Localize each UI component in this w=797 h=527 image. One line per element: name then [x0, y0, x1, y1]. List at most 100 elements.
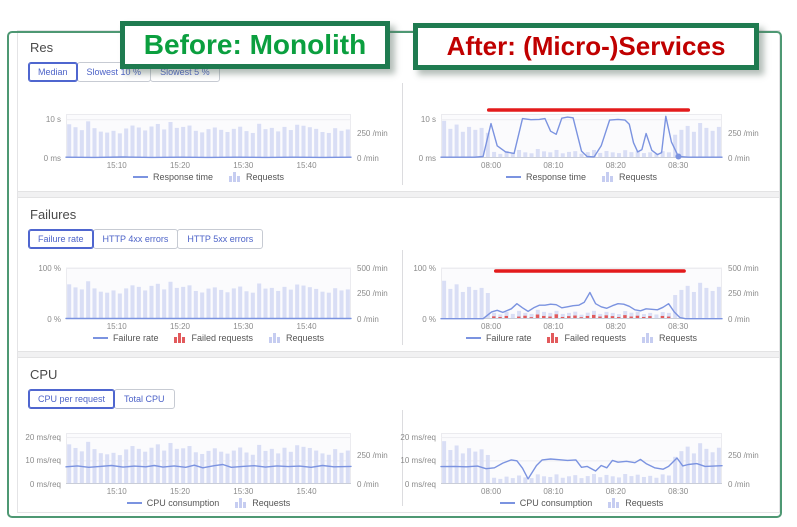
y-axis-label: 10 s [420, 115, 436, 125]
section-heading: CPU [30, 367, 58, 382]
legend-item: Response time [505, 172, 586, 182]
chart-zone: 10 s 0 ms 250 /min 0 /min 15:10 15:20 15:30 15:… [18, 108, 779, 182]
y2-axis-label: 250 /min [728, 451, 759, 461]
tab-http-5xx[interactable]: HTTP 5xx errors [177, 229, 264, 249]
x-tick-label: 15:10 [106, 487, 127, 496]
bars-swatch-icon [229, 172, 241, 182]
legend-item: Failed requests [547, 333, 626, 343]
legend-item: Failed requests [174, 333, 253, 343]
legend-label: Failed requests [564, 333, 627, 343]
y-axis-label: 0 ms/req [29, 479, 61, 489]
x-tick-label: 08:10 [543, 161, 564, 170]
legend-label: Failed requests [191, 333, 254, 343]
chart-legend: Failure rate Failed requests Requests [441, 333, 722, 343]
chart-response-after[interactable]: 10 s 0 ms 250 /min 0 /min 08:00 08:10 08:20 08:… [419, 108, 759, 170]
legend-label: Requests [619, 172, 658, 182]
x-tick-label: 08:30 [668, 161, 689, 170]
after-title-box: After: (Micro-)Services [413, 23, 759, 70]
y-axis-label: 0 ms [418, 153, 436, 163]
x-tick-label: 15:20 [169, 322, 191, 331]
x-tick-label: 15:30 [233, 487, 254, 496]
legend-label: CPU consumption [146, 498, 220, 508]
bars-swatch-icon [608, 498, 620, 508]
y2-axis-label: 0 /min [357, 153, 379, 163]
legend-item: Response time [132, 172, 213, 182]
line-swatch-icon [126, 502, 142, 504]
x-tick-label: 15:40 [296, 322, 317, 331]
x-tick-label: 08:00 [481, 322, 502, 331]
y2-axis-label: 250 /min [728, 289, 759, 298]
x-tick-label: 15:30 [233, 161, 254, 170]
x-tick-label: 08:00 [481, 487, 502, 496]
legend-item: CPU consumption [126, 498, 220, 508]
legend-label: Response time [152, 172, 213, 182]
column-divider [402, 410, 403, 506]
x-tick-label: 08:20 [605, 322, 626, 331]
chart-cpu-after[interactable]: 20 ms/req 10 ms/req 0 ms/req 250 /min 0 /min… [400, 433, 759, 496]
chart-response-before[interactable]: 10 s 0 ms 250 /min 0 /min 15:10 15:20 15:30 15:… [44, 114, 388, 170]
red-bars-swatch-icon [174, 333, 186, 343]
bars-swatch-icon [269, 333, 281, 343]
chart-failures-before[interactable]: 100 % 0 % 500 /min 250 /min 0 /min 15:10 15:20… [38, 264, 387, 332]
tab-cpu-per-request[interactable]: CPU per request [28, 389, 116, 409]
y-axis-label: 20 ms/req [25, 433, 61, 443]
x-tick-label: 15:10 [106, 322, 127, 331]
chart-canvas [440, 433, 723, 484]
x-tick-label: 15:10 [106, 161, 127, 170]
column-divider [402, 250, 403, 345]
y2-axis-label: 500 /min [357, 263, 388, 273]
y-axis-label: 100 % [38, 263, 61, 273]
chart-canvas [440, 108, 723, 160]
y-axis-label: 0 ms [43, 153, 61, 163]
tab-failure-rate[interactable]: Failure rate [28, 229, 94, 249]
y2-axis-label: 0 /min [728, 479, 750, 489]
legend-label: CPU consumption [519, 498, 593, 508]
legend-label: Failure rate [485, 333, 532, 343]
bars-swatch-icon [235, 498, 247, 508]
x-tick-label: 08:30 [668, 322, 689, 331]
x-tick-label: 08:10 [543, 322, 564, 331]
chart-canvas [65, 267, 352, 320]
section-cpu: CPU CPU per request Total CPU 20 ms/req 1… [18, 358, 779, 512]
line-swatch-icon [499, 502, 515, 504]
tab-median[interactable]: Median [28, 62, 78, 82]
legend-label: Requests [625, 498, 664, 508]
chart-legend: CPU consumption Requests [66, 498, 351, 508]
y-axis-label: 10 ms/req [400, 456, 436, 466]
legend-label: Failure rate [112, 333, 159, 343]
chart-zone: 20 ms/req 10 ms/req 0 ms/req 250 /min 0 /min… [18, 433, 779, 508]
chart-zone: 100 % 0 % 500 /min 250 /min 0 /min 15:10 15:20… [18, 264, 779, 343]
tab-http-4xx[interactable]: HTTP 4xx errors [92, 229, 179, 249]
x-tick-label: 08:00 [481, 161, 502, 170]
legend-item: Requests [269, 333, 324, 343]
x-tick-label: 15:30 [233, 322, 254, 331]
y2-axis-label: 0 /min [357, 479, 379, 489]
x-tick-label: 08:20 [605, 487, 626, 496]
chart-legend: Response time Requests [66, 172, 351, 182]
section-heading: Failures [30, 207, 77, 222]
y-axis-label: 10 s [45, 115, 61, 125]
line-swatch-icon [505, 176, 521, 178]
legend-item: CPU consumption [499, 498, 593, 508]
metric-tabs: Failure rate HTTP 4xx errors HTTP 5xx er… [28, 229, 264, 249]
chart-canvas [65, 433, 352, 484]
chart-cpu-before[interactable]: 20 ms/req 10 ms/req 0 ms/req 250 /min 0 /min… [25, 433, 388, 496]
tab-total-cpu[interactable]: Total CPU [114, 389, 175, 409]
chart-canvas [440, 267, 723, 320]
y2-axis-label: 250 /min [357, 451, 388, 461]
section-heading: Res [30, 40, 54, 55]
y-axis-label: 0 % [422, 314, 436, 324]
chart-legend: CPU consumption Requests [441, 498, 722, 508]
chart-failures-after[interactable]: 100 % 0 % 500 /min 250 /min 0 /min 08:00 08:10… [413, 264, 758, 332]
legend-label: Requests [659, 333, 698, 343]
dashboard-card: Res Median Slowest 10 % Slowest 5 % 10 s… [17, 30, 780, 513]
row-separator [18, 191, 779, 198]
line-swatch-icon [132, 176, 148, 178]
x-tick-label: 15:40 [296, 161, 317, 170]
metric-tabs: CPU per request Total CPU [28, 389, 175, 409]
y2-axis-label: 250 /min [357, 289, 388, 298]
legend-item: Requests [235, 498, 290, 508]
y2-axis-label: 0 /min [728, 153, 750, 163]
x-tick-label: 15:40 [296, 487, 317, 496]
x-tick-label: 08:30 [668, 487, 689, 496]
